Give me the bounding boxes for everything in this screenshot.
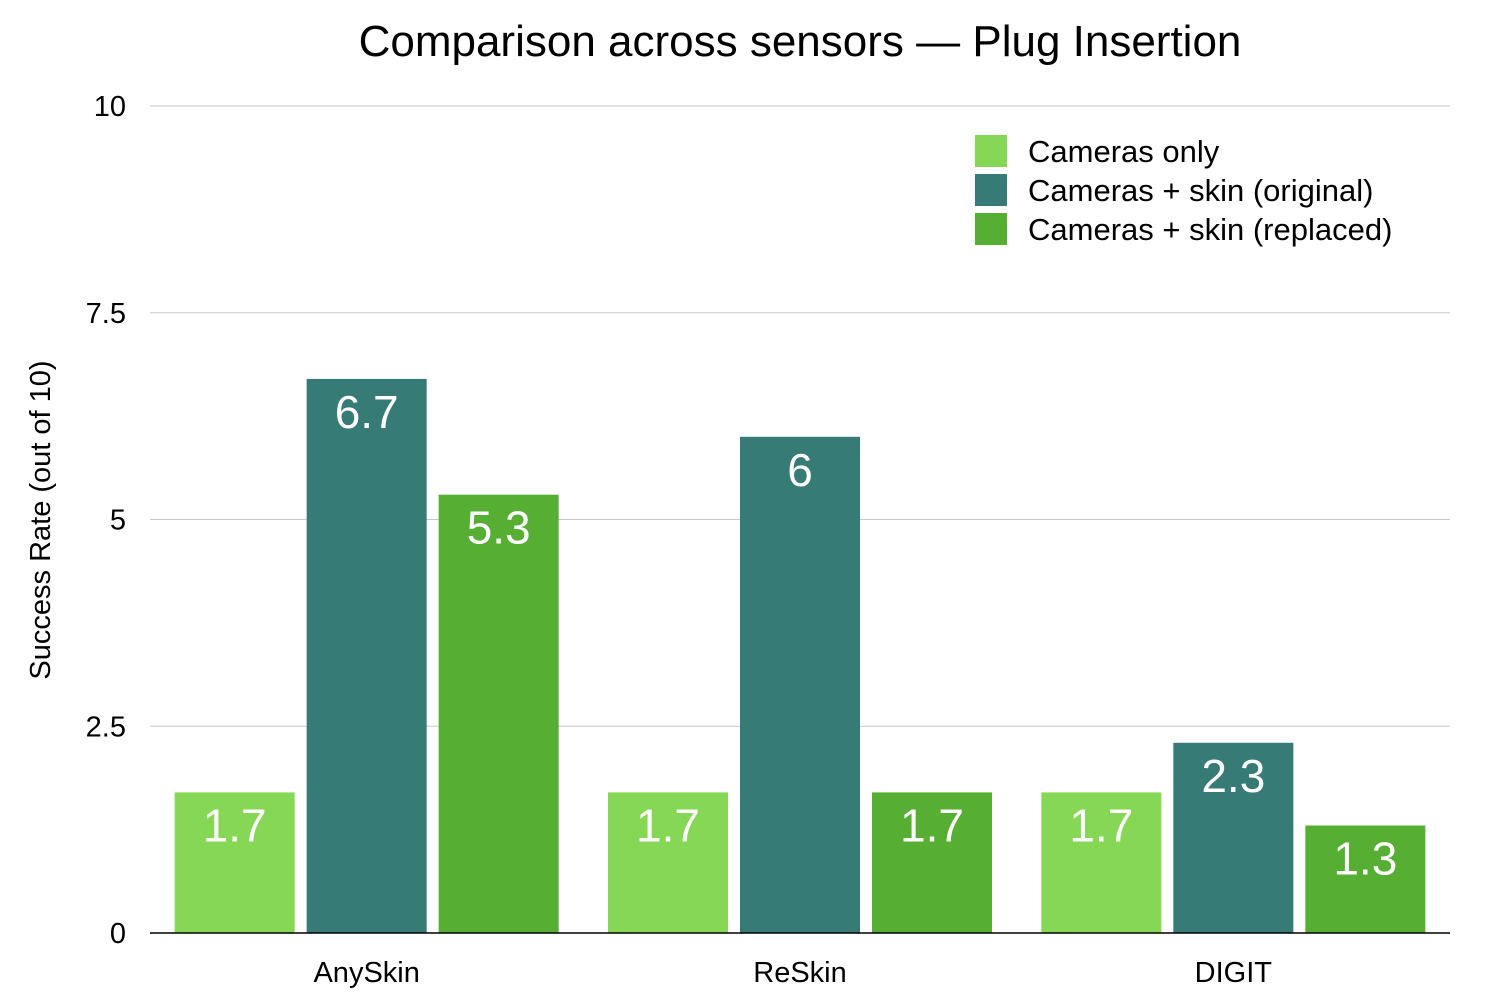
- x-axis-categories: AnySkin ReSkin DIGIT: [313, 957, 1272, 989]
- legend-label: Cameras + skin (replaced): [1028, 212, 1392, 247]
- legend-swatch: [975, 174, 1007, 206]
- chart-title: Comparison across sensors — Plug Inserti…: [359, 17, 1242, 66]
- bar-value-label: 1.7: [900, 799, 964, 851]
- bar-value-label: 5.3: [467, 502, 531, 554]
- legend-swatch: [975, 213, 1007, 245]
- bar: [872, 792, 992, 933]
- x-category-label: ReSkin: [753, 957, 847, 989]
- bar: [740, 436, 860, 933]
- bars: [174, 378, 1426, 933]
- bar-value-label: 1.7: [203, 799, 267, 851]
- bar-value-label: 6.7: [335, 386, 399, 438]
- y-axis-label: Success Rate (out of 10): [25, 360, 57, 679]
- bar: [174, 792, 295, 933]
- bar: [438, 494, 559, 933]
- legend: Cameras only Cameras + skin (original) Cam…: [975, 134, 1392, 247]
- y-axis-ticks: 0 2.5 5 7.5 10: [86, 91, 126, 950]
- bar-value-label: 2.3: [1201, 750, 1265, 802]
- y-tick-label: 0: [110, 918, 126, 950]
- y-tick-label: 10: [94, 91, 126, 123]
- bar: [608, 792, 728, 933]
- y-tick-label: 7.5: [86, 298, 126, 330]
- bar-value-label: 1.7: [636, 799, 700, 851]
- bar-value-label: 6: [787, 444, 813, 496]
- x-category-label: DIGIT: [1195, 957, 1273, 989]
- legend-label: Cameras + skin (original): [1028, 173, 1373, 208]
- bar: [306, 378, 427, 933]
- data-labels: 1.7 6.7 5.3 1.7 6 1.7 1.7 2.3 1.3: [203, 386, 1398, 885]
- legend-label: Cameras only: [1028, 134, 1220, 169]
- bar-value-label: 1.7: [1069, 799, 1133, 851]
- y-tick-label: 5: [110, 505, 126, 537]
- bar: [1305, 825, 1426, 933]
- bar: [1041, 792, 1162, 933]
- x-category-label: AnySkin: [313, 957, 419, 989]
- bar: [1173, 742, 1294, 933]
- legend-swatch: [975, 135, 1007, 167]
- y-tick-label: 2.5: [86, 711, 126, 743]
- bar-value-label: 1.3: [1333, 832, 1397, 884]
